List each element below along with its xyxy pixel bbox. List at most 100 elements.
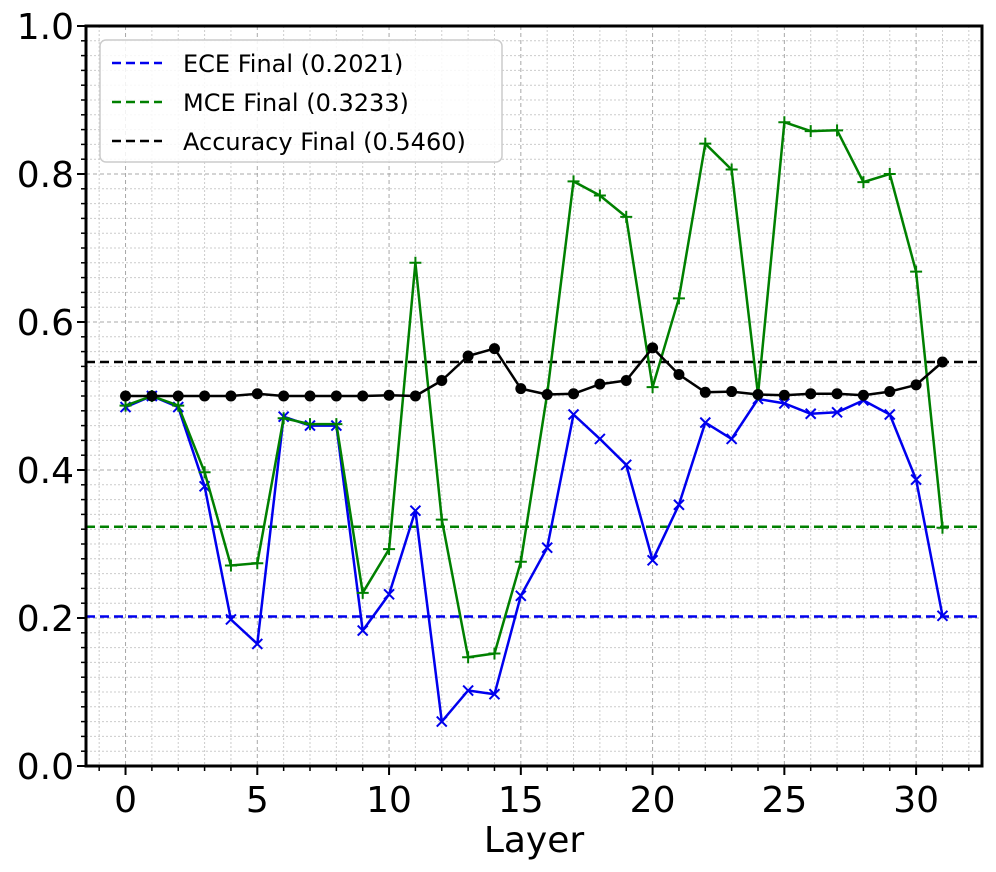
data-point-mce: [462, 651, 475, 664]
data-point-ece: [251, 638, 264, 650]
data-point-mce: [172, 399, 185, 412]
data-point-accuracy: [726, 386, 738, 398]
data-point-accuracy: [120, 390, 132, 402]
data-point-accuracy: [568, 388, 580, 400]
axis-ticks: 0 5 10 15 20 25 30 0.0 0.2 0.4 0.6 0.8 1.0: [17, 7, 970, 821]
data-point-accuracy: [857, 389, 869, 401]
data-point-ece: [646, 554, 659, 566]
data-point-ece: [831, 406, 843, 418]
data-point-mce: [620, 210, 633, 223]
data-point-mce: [198, 466, 211, 479]
data-point-accuracy: [409, 390, 421, 402]
data-point-ece: [383, 588, 395, 601]
data-point-ece: [541, 541, 553, 554]
legend: ECE Final (0.2021) MCE Final (0.3233) Accu…: [99, 39, 503, 163]
data-point-ece: [910, 473, 922, 486]
series-line-mce: [125, 120, 944, 659]
x-tick-label: 0: [114, 780, 137, 821]
data-point-mce: [251, 557, 264, 570]
data-point-accuracy: [515, 383, 527, 395]
y-tick-label: 0.0: [17, 747, 74, 788]
x-axis-title: Layer: [484, 820, 585, 861]
data-point-ece: [488, 688, 501, 700]
data-point-ece: [620, 459, 632, 471]
data-point-ece: [673, 499, 685, 511]
data-point-mce: [356, 586, 369, 599]
data-point-accuracy: [647, 342, 659, 354]
legend-box: [99, 39, 503, 163]
x-tick-label: 20: [630, 780, 676, 821]
data-point-accuracy: [936, 356, 948, 368]
series-line-ece: [125, 394, 944, 723]
data-point-accuracy: [330, 390, 342, 402]
data-point-accuracy: [488, 343, 500, 355]
data-point-ece: [356, 624, 369, 637]
data-point-ece: [462, 684, 474, 697]
data-point-accuracy: [673, 369, 685, 381]
data-point-accuracy: [383, 389, 395, 401]
data-point-mce: [883, 168, 896, 180]
y-tick-label: 0.2: [17, 599, 74, 640]
data-point-ece: [515, 590, 527, 602]
data-point-mce: [804, 125, 817, 138]
data-point-ece: [436, 715, 448, 728]
data-point-mce: [330, 418, 343, 431]
x-tick-label: 5: [246, 780, 269, 821]
y-tick-label: 0.6: [17, 303, 74, 344]
data-point-ece: [725, 433, 738, 445]
x-tick-label: 15: [498, 780, 544, 821]
data-point-mce: [778, 116, 791, 129]
data-point-accuracy: [910, 379, 922, 391]
data-point-mce: [304, 418, 316, 431]
data-point-accuracy: [436, 374, 448, 386]
data-point-accuracy: [699, 386, 711, 398]
data-point-mce: [831, 124, 844, 137]
data-point-accuracy: [225, 390, 237, 402]
data-point-ece: [409, 504, 422, 517]
data-point-mce: [725, 163, 738, 176]
data-point-accuracy: [146, 390, 158, 402]
data-point-accuracy: [778, 389, 790, 401]
x-tick-label: 10: [366, 780, 412, 821]
y-tick-label: 1.0: [17, 7, 74, 48]
data-point-mce: [383, 543, 396, 556]
data-point-mce: [646, 381, 659, 394]
y-tick-label: 0.8: [17, 155, 74, 196]
data-point-accuracy: [462, 350, 474, 362]
data-point-ece: [225, 613, 237, 626]
data-point-mce: [699, 137, 712, 150]
data-point-mce: [672, 292, 685, 305]
legend-label: Accuracy Final (0.5460): [183, 128, 466, 156]
reference-lines: [86, 360, 982, 618]
x-tick-label: 30: [893, 780, 939, 821]
data-point-mce: [593, 189, 606, 202]
data-point-ece: [884, 408, 896, 421]
data-point-mce: [567, 175, 580, 188]
data-point-accuracy: [172, 390, 184, 402]
data-point-mce: [409, 256, 422, 269]
data-point-mce: [910, 265, 923, 278]
y-tick-label: 0.4: [17, 451, 74, 492]
data-point-mce: [277, 412, 290, 425]
legend-label: ECE Final (0.2021): [183, 50, 403, 78]
data-point-accuracy: [278, 390, 290, 402]
data-point-mce: [857, 176, 870, 189]
data-point-ece: [936, 610, 949, 622]
data-point-ece: [567, 408, 580, 421]
data-point-accuracy: [251, 388, 263, 400]
data-point-accuracy: [199, 390, 211, 402]
data-point-accuracy: [805, 388, 817, 400]
data-point-mce: [514, 555, 527, 568]
data-point-mce: [224, 559, 237, 572]
legend-label: MCE Final (0.3233): [183, 89, 409, 117]
data-point-accuracy: [357, 390, 369, 402]
data-point-accuracy: [884, 386, 896, 398]
data-point-accuracy: [752, 389, 764, 401]
data-point-accuracy: [831, 388, 843, 400]
data-point-accuracy: [304, 390, 316, 402]
x-tick-label: 25: [761, 780, 807, 821]
data-point-mce: [488, 647, 501, 660]
data-point-ece: [804, 408, 817, 420]
series-layer: [119, 116, 949, 728]
